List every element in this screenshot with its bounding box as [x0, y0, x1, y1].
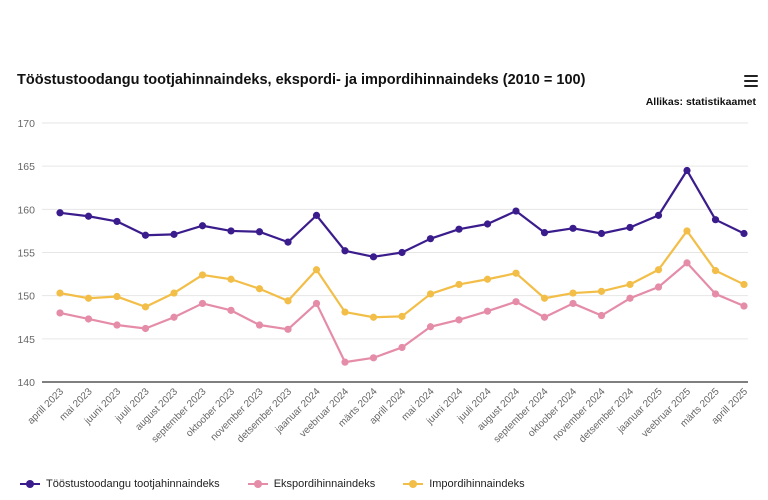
data-point[interactable] — [455, 280, 463, 289]
data-point[interactable] — [398, 312, 406, 320]
legend-item-3[interactable]: Impordihinnaindeks — [403, 478, 525, 490]
data-point[interactable] — [512, 269, 520, 277]
data-point[interactable] — [198, 271, 207, 279]
data-point[interactable] — [654, 211, 663, 219]
data-point[interactable] — [398, 248, 406, 257]
data-point[interactable] — [683, 259, 691, 267]
data-point[interactable] — [369, 354, 378, 362]
data-point[interactable] — [84, 294, 93, 302]
data-point[interactable] — [740, 302, 748, 310]
y-tick-label: 170 — [17, 118, 35, 130]
series-line-3 — [58, 229, 746, 319]
legend-label: Tööstustoodangu tootjahinnaindeks — [46, 478, 220, 490]
data-point[interactable] — [141, 231, 150, 239]
data-point[interactable] — [227, 227, 235, 235]
data-point[interactable] — [597, 311, 606, 320]
data-point[interactable] — [227, 306, 235, 314]
data-point[interactable] — [512, 298, 520, 306]
data-point[interactable] — [369, 253, 378, 261]
data-point[interactable] — [626, 294, 634, 302]
data-point[interactable] — [711, 290, 720, 298]
data-point[interactable] — [284, 325, 292, 333]
legend-item-2[interactable]: Ekspordihinnaindeks — [247, 478, 376, 490]
data-point[interactable] — [255, 285, 264, 293]
data-point[interactable] — [398, 343, 406, 352]
hamburger-menu-icon[interactable] — [744, 75, 758, 87]
data-point[interactable] — [84, 212, 93, 220]
data-point[interactable] — [654, 266, 663, 274]
data-point[interactable] — [455, 225, 463, 233]
data-point[interactable] — [56, 209, 64, 217]
data-point[interactable] — [626, 280, 634, 289]
data-point[interactable] — [426, 235, 435, 243]
legend-swatch — [403, 479, 424, 489]
legend-item-1[interactable]: Tööstustoodangu tootjahinnaindeks — [20, 478, 220, 490]
data-point[interactable] — [141, 324, 150, 333]
data-point[interactable] — [255, 228, 264, 236]
data-point[interactable] — [312, 266, 321, 274]
data-point[interactable] — [512, 207, 520, 215]
data-point[interactable] — [597, 287, 606, 295]
data-point[interactable] — [255, 321, 264, 329]
y-tick-label: 145 — [17, 334, 35, 346]
series-line-1 — [58, 169, 746, 258]
data-point[interactable] — [540, 313, 549, 321]
data-point[interactable] — [56, 309, 64, 317]
data-point[interactable] — [455, 316, 463, 324]
data-point[interactable] — [483, 307, 492, 315]
data-point[interactable] — [312, 299, 321, 308]
data-point[interactable] — [198, 299, 207, 308]
data-point[interactable] — [426, 323, 435, 331]
data-point[interactable] — [56, 289, 64, 297]
y-tick-label: 160 — [17, 204, 35, 216]
data-point[interactable] — [227, 275, 235, 283]
data-point[interactable] — [170, 230, 178, 238]
data-point[interactable] — [284, 238, 292, 246]
data-point[interactable] — [312, 211, 321, 219]
data-point[interactable] — [540, 294, 549, 302]
data-point[interactable] — [341, 308, 349, 316]
data-point[interactable] — [740, 280, 748, 289]
data-point[interactable] — [341, 358, 349, 366]
data-point[interactable] — [113, 321, 121, 329]
legend-swatch — [247, 479, 268, 489]
data-point[interactable] — [369, 313, 378, 321]
y-tick-label: 155 — [17, 248, 35, 260]
data-point[interactable] — [569, 224, 577, 232]
data-point[interactable] — [626, 223, 634, 232]
legend-label: Ekspordihinnaindeks — [273, 478, 376, 490]
chart-title: Tööstustoodangu tootjahinnaindeks, ekspo… — [17, 72, 586, 88]
data-point[interactable] — [84, 315, 93, 323]
data-point[interactable] — [141, 303, 150, 311]
data-point[interactable] — [569, 299, 577, 308]
data-point[interactable] — [284, 297, 292, 305]
source-credit: Allikas: statistikaamet — [645, 96, 756, 108]
data-point[interactable] — [198, 222, 207, 230]
data-point[interactable] — [341, 247, 349, 255]
data-point[interactable] — [569, 289, 577, 297]
data-point[interactable] — [597, 229, 606, 238]
legend-swatch — [20, 479, 40, 489]
y-tick-label: 150 — [17, 291, 35, 303]
y-tick-label: 165 — [17, 161, 35, 173]
data-point[interactable] — [711, 216, 720, 224]
data-point[interactable] — [683, 227, 691, 235]
data-point[interactable] — [170, 313, 178, 321]
y-tick-label: 140 — [17, 377, 35, 389]
data-point[interactable] — [170, 289, 178, 297]
data-point[interactable] — [654, 283, 663, 291]
chart-legend: Tööstustoodangu tootjahinnaindeks Ekspord… — [20, 478, 553, 490]
data-point[interactable] — [426, 290, 435, 298]
x-tick-label: aprill 2023 — [26, 386, 67, 427]
data-point[interactable] — [113, 217, 121, 226]
data-point[interactable] — [113, 292, 121, 301]
data-point[interactable] — [483, 220, 492, 228]
data-point[interactable] — [740, 229, 748, 238]
data-point[interactable] — [483, 275, 492, 283]
legend-label: Impordihinnaindeks — [429, 478, 525, 490]
data-point[interactable] — [683, 166, 691, 175]
data-point[interactable] — [711, 267, 720, 275]
data-point[interactable] — [540, 229, 549, 237]
